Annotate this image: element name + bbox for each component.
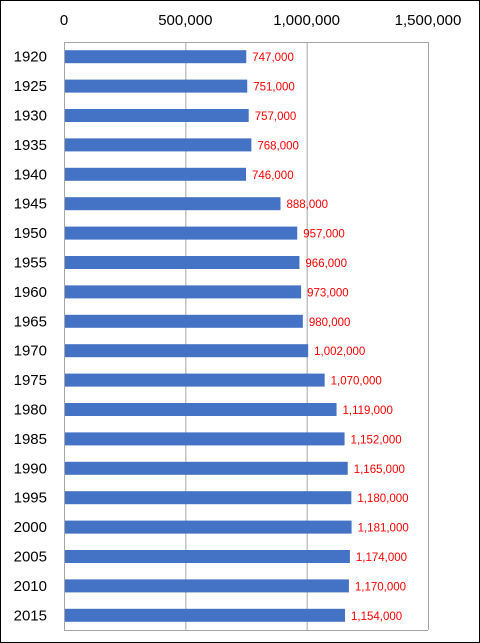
bar-2010 — [65, 579, 349, 593]
data-label-1930: 757,000 — [255, 111, 297, 123]
bar-1940 — [65, 167, 247, 181]
category-label: 1920 — [14, 49, 47, 66]
category-label: 1995 — [14, 490, 47, 507]
bar-1990 — [65, 461, 348, 475]
category-label: 1965 — [14, 313, 47, 330]
data-label-1975: 1,070,000 — [331, 376, 382, 388]
category-label: 2005 — [14, 549, 47, 566]
category-label: 1945 — [14, 196, 47, 213]
data-label-1935: 768,000 — [257, 140, 299, 152]
category-label: 2010 — [14, 578, 47, 595]
data-label-1970: 1,002,000 — [314, 346, 365, 358]
data-label-1955: 966,000 — [305, 258, 347, 270]
bar-1985 — [65, 432, 345, 446]
bar-1935 — [65, 138, 252, 152]
x-tick-label: 500,000 — [158, 12, 212, 29]
category-label: 1950 — [14, 225, 47, 242]
x-tick-label: 1,500,000 — [395, 12, 462, 29]
bar-1995 — [65, 491, 352, 505]
x-tick-label: 1,000,000 — [273, 12, 340, 29]
bar-1965 — [65, 314, 303, 328]
bar-1945 — [65, 197, 281, 211]
data-label-1965: 980,000 — [309, 317, 351, 329]
bar-1970 — [65, 344, 309, 358]
bars — [65, 50, 352, 622]
x-tick-label: 0 — [60, 12, 68, 29]
data-label-1920: 747,000 — [252, 52, 294, 64]
category-label: 1980 — [14, 402, 47, 419]
data-labels: 747,000 751,000 757,000 768,000 746,000 888,0… — [252, 52, 409, 623]
data-label-2000: 1,181,000 — [358, 523, 409, 535]
category-label: 1985 — [14, 431, 47, 448]
data-label-1940: 746,000 — [252, 170, 294, 182]
category-label: 1930 — [14, 108, 47, 125]
bar-2005 — [65, 550, 350, 563]
data-label-1960: 973,000 — [307, 287, 349, 299]
bar-1980 — [65, 403, 337, 416]
x-axis-ticks: 0 500,000 1,000,000 1,500,000 — [60, 12, 462, 29]
category-label: 2000 — [14, 519, 47, 536]
bar-1955 — [65, 256, 300, 269]
bar-2000 — [65, 520, 352, 534]
bar-1975 — [65, 373, 325, 387]
data-label-1985: 1,152,000 — [351, 434, 402, 446]
category-label: 1970 — [14, 343, 47, 360]
bar-1925 — [65, 79, 248, 93]
category-label: 1935 — [14, 137, 47, 154]
category-label: 1925 — [14, 78, 47, 95]
category-labels: 1920 1925 1930 1935 1940 1945 1950 1955 1960 1965… — [14, 49, 47, 625]
category-label: 1990 — [14, 460, 47, 477]
data-label-1990: 1,165,000 — [354, 464, 405, 476]
data-label-2010: 1,170,000 — [355, 581, 406, 593]
bar-1960 — [65, 285, 302, 299]
data-label-1925: 751,000 — [253, 82, 295, 94]
data-label-1995: 1,180,000 — [357, 493, 408, 505]
category-label: 2015 — [14, 607, 47, 624]
category-label: 1975 — [14, 372, 47, 389]
bar-1920 — [65, 50, 247, 64]
category-label: 1955 — [14, 255, 47, 272]
data-label-1980: 1,119,000 — [343, 405, 393, 417]
category-label: 1940 — [14, 166, 47, 183]
data-label-1945: 888,000 — [286, 199, 328, 211]
category-label: 1960 — [14, 284, 47, 301]
data-label-2005: 1,174,000 — [356, 552, 407, 564]
data-label-2015: 1,154,000 — [351, 611, 402, 623]
data-label-1950: 957,000 — [303, 229, 345, 241]
bar-1930 — [65, 109, 249, 122]
bar-2015 — [65, 608, 346, 622]
gridlines — [64, 42, 429, 631]
bar-1950 — [65, 226, 298, 240]
